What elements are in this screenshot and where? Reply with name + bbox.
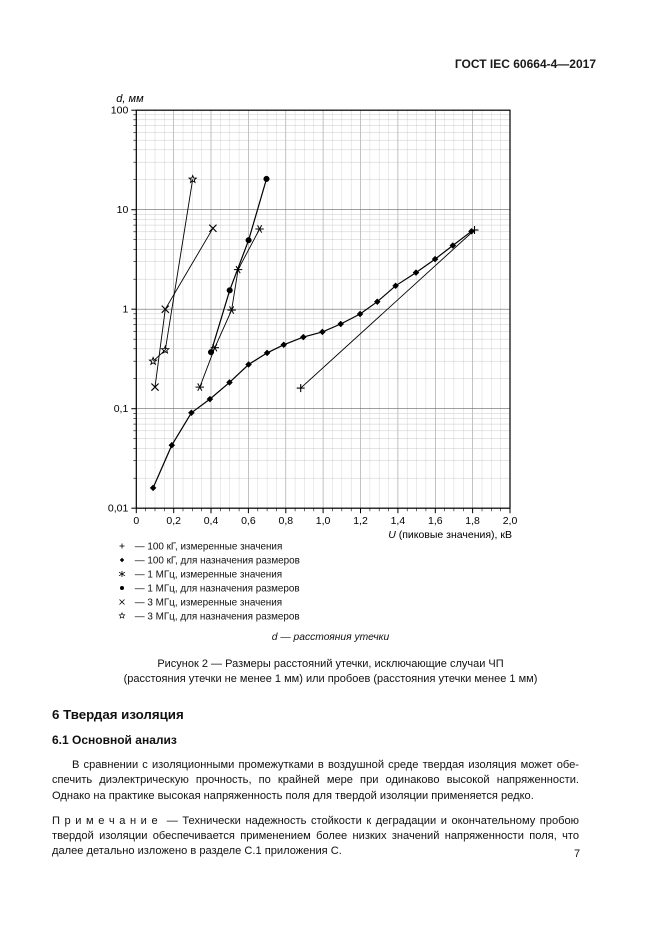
svg-text:100: 100 <box>111 105 129 117</box>
svg-text:0,01: 0,01 <box>108 503 129 515</box>
svg-text:0,2: 0,2 <box>166 515 181 527</box>
svg-text:1,2: 1,2 <box>353 515 368 527</box>
svg-text:1: 1 <box>122 304 128 316</box>
svg-text:0: 0 <box>133 515 139 527</box>
svg-text:0,8: 0,8 <box>278 515 293 527</box>
svg-text:1,6: 1,6 <box>428 515 443 527</box>
svg-text:1,4: 1,4 <box>391 515 406 527</box>
svg-text:1,8: 1,8 <box>465 515 480 527</box>
svg-text:0,4: 0,4 <box>204 515 219 527</box>
svg-text:10: 10 <box>117 204 129 216</box>
svg-text:2,0: 2,0 <box>503 515 518 527</box>
svg-text:U (пиковые значения), кВ: U (пиковые значения), кВ <box>388 529 512 541</box>
svg-text:1,0: 1,0 <box>316 515 331 527</box>
svg-text:d, мм: d, мм <box>116 93 144 105</box>
svg-text:0,1: 0,1 <box>114 403 129 415</box>
svg-text:0,6: 0,6 <box>241 515 256 527</box>
